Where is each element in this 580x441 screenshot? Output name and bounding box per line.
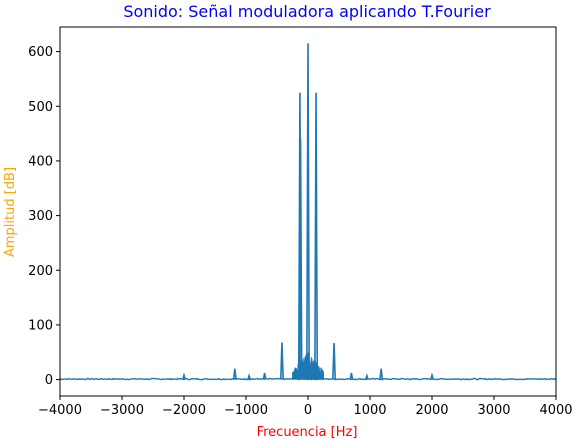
- spectrum-peak: [279, 342, 284, 380]
- chart-title: Sonido: Señal moduladora aplicando T.Fou…: [123, 2, 491, 21]
- y-tick-label: 200: [28, 264, 53, 279]
- x-tick-label: −1000: [224, 403, 268, 418]
- x-tick-label: 1000: [353, 403, 386, 418]
- spectrum-peak: [232, 368, 237, 380]
- x-tick-label: −3000: [100, 403, 144, 418]
- spectrum-peak: [298, 139, 303, 380]
- y-tick-label: 600: [28, 45, 53, 60]
- x-tick-label: 4000: [539, 403, 572, 418]
- x-tick-label: −2000: [162, 403, 206, 418]
- y-tick-label: 100: [28, 318, 53, 333]
- spectrum-peak: [332, 342, 337, 380]
- x-tick-label: −4000: [38, 403, 82, 418]
- spectrum-peak: [364, 373, 369, 380]
- x-tick-label: 2000: [415, 403, 448, 418]
- y-tick-label: 400: [28, 154, 53, 169]
- y-tick-label: 300: [28, 209, 53, 224]
- spectrum-peak: [306, 43, 310, 380]
- spectrum-peak: [314, 92, 319, 380]
- x-axis-label: Frecuencia [Hz]: [257, 425, 358, 440]
- spectrum-peak: [349, 372, 354, 380]
- series-cluster: [292, 352, 324, 380]
- spectrum-peak: [379, 368, 384, 380]
- y-tick-label: 0: [45, 373, 53, 388]
- x-tick-label: 3000: [477, 403, 510, 418]
- y-axis-label: Amplitud [dB]: [3, 167, 18, 257]
- x-tick-label: 0: [304, 403, 312, 418]
- spectrum-peak: [182, 372, 186, 380]
- spectrum-peak: [247, 373, 252, 380]
- y-tick-label: 500: [28, 100, 53, 115]
- spectrum-peak: [430, 372, 434, 380]
- spectrum-peak: [262, 372, 267, 380]
